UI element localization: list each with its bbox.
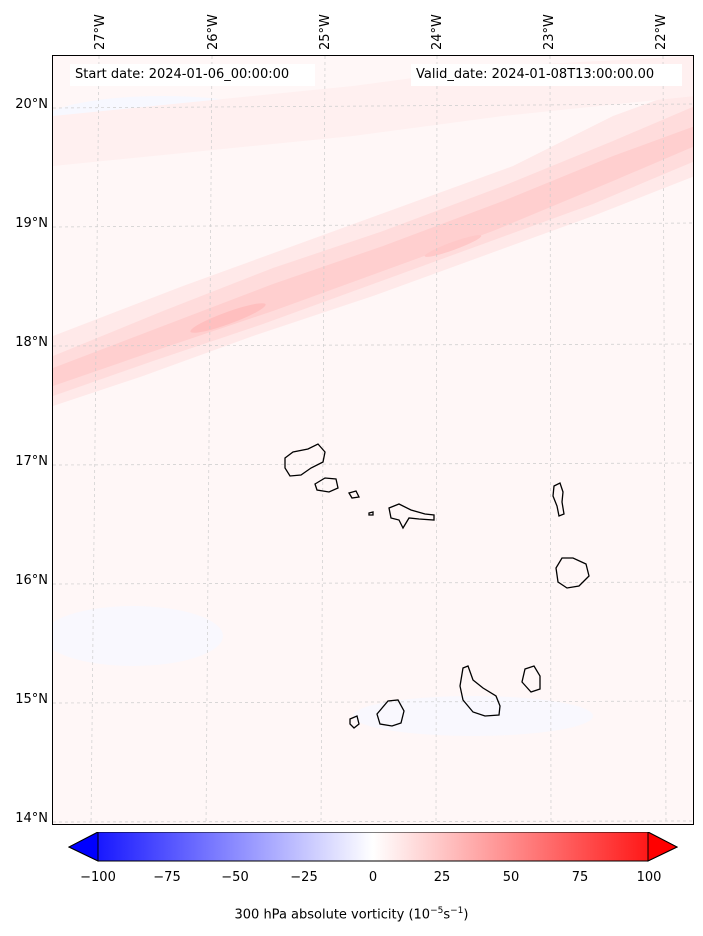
valid-date-box: Valid_date: 2024-01-08T13:00:00.00	[411, 64, 682, 86]
lat-label-20n: 20°N	[15, 97, 48, 112]
island-santo-antao: Santo Antão	[284, 443, 326, 477]
lon-label-23w: 23°W	[542, 14, 557, 50]
lon-label-24w: 24°W	[430, 14, 445, 50]
lon-label-26w: 26°W	[206, 14, 221, 50]
colorbar-tick: 25	[433, 870, 451, 885]
colorbar-gradient	[67, 831, 679, 862]
island-boa-vista: Boa Vista	[555, 557, 590, 589]
colorbar	[67, 831, 679, 862]
start-date-box: Start date: 2024-01-06_00:00:00	[70, 64, 315, 86]
colorbar-tick: −25	[290, 870, 318, 885]
colorbar-tick: 100	[636, 870, 662, 885]
island-brava: Brava	[349, 715, 360, 729]
colorbar-label: 300 hPa absolute vorticity (10−5s−1)	[234, 906, 469, 923]
lon-label-27w: 27°W	[93, 14, 108, 50]
island-sal: Sal	[552, 482, 565, 517]
island-santa-luzia: Santa Luzia	[348, 490, 360, 499]
colorbar-tick: 50	[502, 870, 520, 885]
island-santiago: Santiago	[459, 665, 501, 717]
island-sao-nicolau: São Nicolau	[388, 503, 435, 530]
lat-label-14n: 14°N	[15, 811, 48, 826]
lat-label-16n: 16°N	[15, 573, 48, 588]
island-sao-vicente: São Vicente	[314, 477, 339, 493]
lat-label-19n: 19°N	[15, 216, 48, 231]
lat-label-18n: 18°N	[15, 335, 48, 350]
island-branco: Branco	[368, 511, 374, 516]
lat-label-15n: 15°N	[15, 692, 48, 707]
lat-label-17n: 17°N	[15, 454, 48, 469]
island-maio: Maio	[521, 665, 541, 693]
island-fogo: Fogo	[376, 699, 405, 727]
colorbar-tick: −50	[221, 870, 249, 885]
colorbar-tick: 75	[571, 870, 589, 885]
vorticity-field: Santo Antão São Vicente Santa Luzia Bran…	[53, 56, 693, 824]
lon-label-25w: 25°W	[318, 14, 333, 50]
lon-label-22w: 22°W	[654, 14, 669, 50]
colorbar-tick: 0	[368, 870, 378, 885]
colorbar-tick: −75	[153, 870, 181, 885]
colorbar-tick: −100	[80, 870, 116, 885]
map-panel: Santo Antão São Vicente Santa Luzia Bran…	[52, 55, 694, 825]
